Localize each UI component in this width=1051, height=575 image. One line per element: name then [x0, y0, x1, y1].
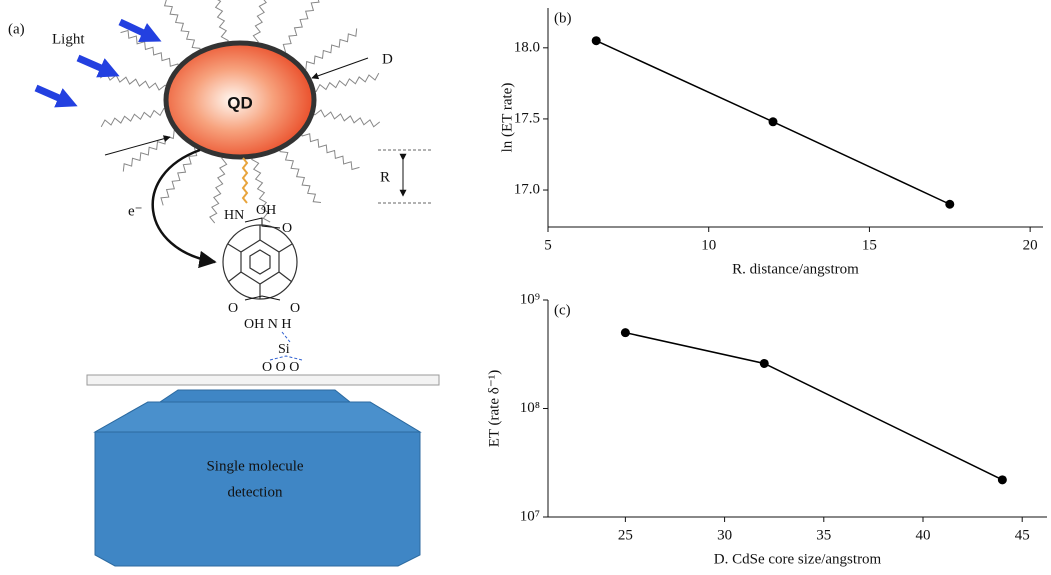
x-axis-label: R. distance/angstrom [732, 261, 859, 277]
y-tick-label: 18.0 [514, 39, 540, 55]
point [621, 328, 630, 337]
o-label: O [290, 301, 300, 316]
detector-face [95, 402, 420, 432]
point [592, 36, 601, 45]
light-arrow [36, 88, 68, 102]
electron-label: e⁻ [128, 203, 143, 219]
ooo-label: O O O [262, 360, 299, 375]
x-tick-label: 20 [1023, 237, 1038, 253]
y-axis-label: ln (ET rate) [499, 83, 515, 153]
linker [243, 158, 247, 203]
detector-label: Single molecule [206, 458, 303, 474]
qd-label: QD [227, 93, 253, 112]
si-label: Si [278, 342, 290, 357]
d-arrow [312, 58, 368, 78]
bond [282, 332, 290, 342]
y-tick-label: 10⁸ [520, 400, 540, 416]
point [760, 359, 769, 368]
figure: QD (a) Light D R e⁻ HN OH O O O OH N H S… [0, 0, 1051, 575]
o-label: O [228, 301, 238, 316]
ligand [300, 28, 357, 69]
ligand [159, 0, 200, 54]
hn-label: HN [224, 208, 244, 223]
ligand [280, 0, 319, 54]
r-label: R [380, 169, 390, 185]
x-tick-label: 35 [816, 527, 831, 543]
x-tick-label: 10 [701, 237, 716, 253]
point [769, 117, 778, 126]
x-tick-label: 15 [862, 237, 877, 253]
panel-label: (a) [8, 21, 25, 37]
panel-label: (b) [554, 10, 572, 26]
fullerene [223, 225, 297, 299]
ligand [253, 0, 270, 46]
light-arrow [78, 58, 110, 72]
panel-label: (c) [554, 302, 571, 318]
oh-label: OH [256, 203, 276, 218]
ligand [311, 73, 379, 91]
detector-top [160, 390, 350, 402]
x-tick-label: 45 [1015, 527, 1030, 543]
y-tick-label: 17.0 [514, 181, 540, 197]
ligand [311, 110, 380, 127]
x-tick-label: 5 [544, 237, 552, 253]
ligand [101, 109, 169, 127]
d-label: D [382, 51, 393, 67]
substrate [87, 375, 439, 385]
ligand [300, 131, 360, 170]
oh-nh-label: OH N H [244, 317, 291, 332]
y-tick-label: 17.5 [514, 110, 540, 126]
ligand [210, 0, 228, 46]
light-label: Light [52, 31, 85, 47]
x-tick-label: 25 [618, 527, 633, 543]
light-arrow [120, 22, 152, 37]
ligand [100, 73, 169, 90]
x-tick-label: 40 [915, 527, 930, 543]
y-tick-label: 10⁹ [520, 291, 540, 307]
x-tick-label: 30 [717, 527, 732, 543]
x-axis-label: D. CdSe core size/angstrom [714, 551, 882, 567]
d-arrow [105, 137, 170, 155]
point [945, 200, 954, 209]
y-axis-label: ET (rate δ⁻¹) [486, 370, 502, 448]
line [625, 333, 1002, 480]
point [998, 475, 1007, 484]
y-tick-label: 10⁷ [520, 508, 540, 524]
ligand [161, 146, 200, 206]
charts: (b) 5 10 15 20 17.0 17.5 18.0 R. distance/angstr… [486, 8, 1047, 567]
ligand [280, 146, 321, 203]
detector-label: detection [228, 484, 283, 500]
